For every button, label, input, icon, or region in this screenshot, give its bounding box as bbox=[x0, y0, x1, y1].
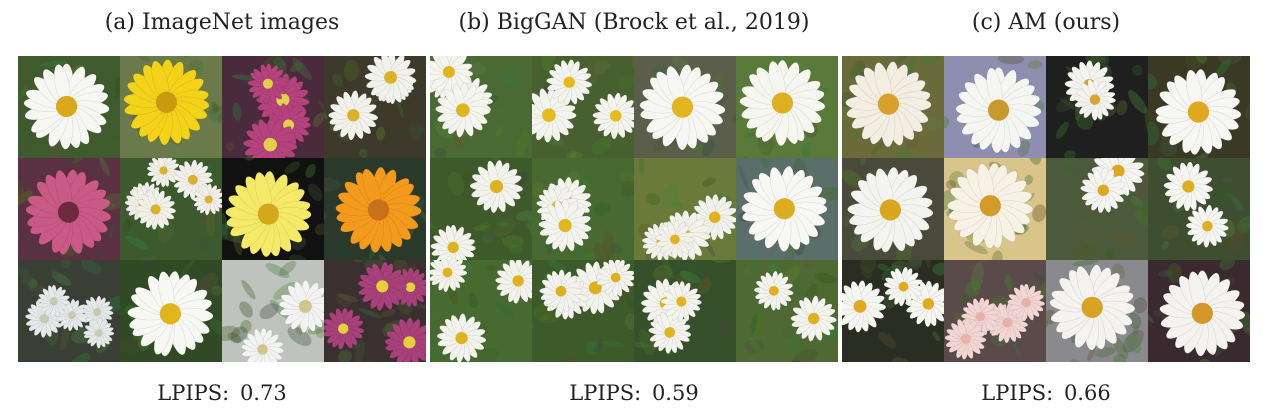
flower-image bbox=[222, 260, 324, 362]
panel-biggan: (b) BigGAN (Brock et al., 2019) LPIPS: 0… bbox=[430, 0, 838, 415]
flower-image bbox=[944, 260, 1046, 362]
flower-image bbox=[324, 260, 426, 362]
flower-image bbox=[944, 56, 1046, 158]
flower-image bbox=[944, 158, 1046, 260]
flower-image bbox=[324, 158, 426, 260]
flower-image bbox=[222, 56, 324, 158]
panel-imagenet: (a) ImageNet images LPIPS: 0.73 bbox=[18, 0, 426, 415]
image-grid bbox=[430, 56, 838, 362]
panel-title: (c) AM (ours) bbox=[971, 10, 1121, 35]
image-grid bbox=[18, 56, 426, 362]
flower-image bbox=[18, 260, 120, 362]
metric-value: 0.59 bbox=[651, 381, 699, 405]
flower-image bbox=[1148, 158, 1250, 260]
flower-image bbox=[324, 56, 426, 158]
lpips-metric: LPIPS: 0.73 bbox=[18, 381, 426, 405]
metric-label: LPIPS: bbox=[569, 381, 642, 405]
metric-value: 0.66 bbox=[1063, 381, 1111, 405]
flower-image bbox=[842, 260, 944, 362]
panel-title: (a) ImageNet images bbox=[104, 10, 340, 35]
flower-image bbox=[1148, 260, 1250, 362]
metric-label: LPIPS: bbox=[157, 381, 230, 405]
flower-image bbox=[842, 56, 944, 158]
flower-image bbox=[842, 158, 944, 260]
flower-image bbox=[736, 56, 838, 158]
flower-image bbox=[18, 56, 120, 158]
flower-image bbox=[634, 56, 736, 158]
flower-image bbox=[1046, 56, 1148, 158]
metric-label: LPIPS: bbox=[981, 381, 1054, 405]
flower-image bbox=[120, 56, 222, 158]
metric-value: 0.73 bbox=[239, 381, 287, 405]
flower-image bbox=[634, 260, 736, 362]
image-grid bbox=[842, 56, 1250, 362]
flower-image bbox=[736, 158, 838, 260]
flower-image bbox=[532, 260, 634, 362]
panel-title: (b) BigGAN (Brock et al., 2019) bbox=[458, 10, 810, 35]
flower-image bbox=[736, 260, 838, 362]
flower-image bbox=[120, 158, 222, 260]
panel-am-ours: (c) AM (ours) LPIPS: 0.66 bbox=[842, 0, 1250, 415]
flower-image bbox=[1046, 158, 1148, 260]
flower-image bbox=[1148, 56, 1250, 158]
flower-image bbox=[430, 260, 532, 362]
flower-image bbox=[120, 260, 222, 362]
flower-image bbox=[222, 158, 324, 260]
flower-image bbox=[430, 56, 532, 158]
flower-image bbox=[18, 158, 120, 260]
flower-image bbox=[634, 158, 736, 260]
flower-image bbox=[532, 56, 634, 158]
lpips-metric: LPIPS: 0.66 bbox=[842, 381, 1250, 405]
flower-image bbox=[532, 158, 634, 260]
flower-image bbox=[430, 158, 532, 260]
flower-image bbox=[1046, 260, 1148, 362]
lpips-metric: LPIPS: 0.59 bbox=[430, 381, 838, 405]
